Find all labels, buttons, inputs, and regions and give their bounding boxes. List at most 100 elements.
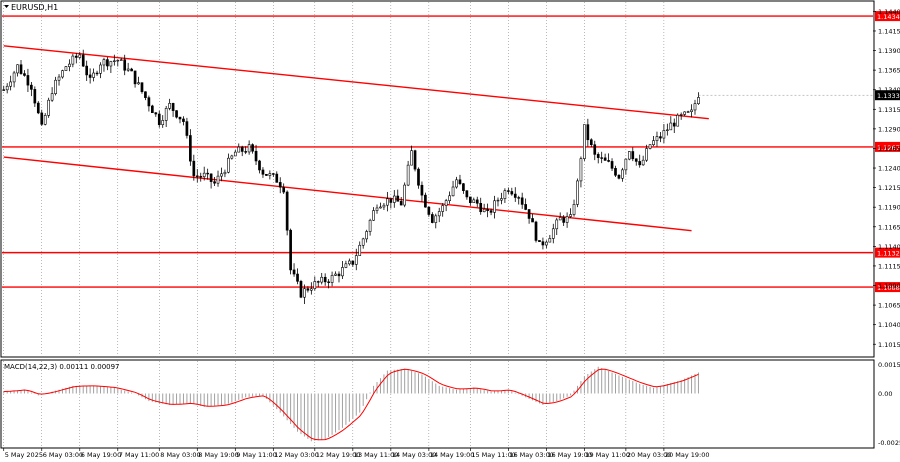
candle-body bbox=[358, 244, 362, 256]
candle-body bbox=[455, 179, 458, 188]
time-tick-label: 20 May 03:00 bbox=[627, 451, 672, 459]
candle bbox=[50, 87, 54, 102]
horizontal-levels[interactable]: 1.1434 1.1267 1.1132 1.1088 bbox=[2, 11, 900, 293]
candle bbox=[230, 154, 234, 160]
candle-body bbox=[579, 158, 583, 182]
candle-body bbox=[424, 194, 427, 208]
candle-body bbox=[213, 181, 216, 184]
candle bbox=[424, 192, 427, 208]
candle bbox=[78, 51, 82, 60]
candle-body bbox=[144, 91, 147, 98]
candle bbox=[545, 240, 548, 249]
candle-body bbox=[261, 169, 265, 175]
candle bbox=[285, 190, 289, 236]
candle-body bbox=[569, 214, 572, 217]
candle bbox=[372, 207, 375, 221]
candle-body bbox=[683, 111, 686, 115]
level-price-tag bbox=[875, 247, 900, 258]
candle bbox=[74, 52, 78, 64]
trend-channel[interactable] bbox=[3, 45, 709, 232]
candle-body bbox=[299, 281, 303, 298]
candle-body bbox=[538, 240, 541, 242]
candle-body bbox=[130, 68, 133, 72]
candle-body bbox=[61, 70, 64, 78]
candle bbox=[261, 167, 265, 178]
candle bbox=[323, 273, 327, 286]
candle-body bbox=[659, 136, 662, 139]
candle-body bbox=[265, 173, 268, 176]
macd-indicator bbox=[3, 366, 699, 442]
candle bbox=[189, 129, 192, 166]
candle bbox=[686, 110, 690, 113]
candle bbox=[496, 197, 500, 207]
dropdown-triangle-icon[interactable] bbox=[4, 5, 9, 8]
candle bbox=[133, 70, 137, 88]
channel-trendline[interactable] bbox=[3, 156, 692, 232]
time-tick-label: 7 May 11:00 bbox=[119, 451, 159, 459]
time-tick-label: 13 May 11:00 bbox=[354, 451, 399, 459]
price-tick-label: 1.1290 bbox=[878, 125, 900, 133]
candle bbox=[310, 282, 313, 295]
candle bbox=[679, 112, 683, 120]
candle-body bbox=[227, 157, 230, 173]
candle bbox=[486, 203, 489, 218]
candle bbox=[666, 123, 669, 136]
candle bbox=[621, 167, 624, 182]
candle-body bbox=[19, 64, 23, 74]
candle bbox=[102, 57, 106, 72]
symbol-header[interactable]: EURUSD,H1 bbox=[4, 3, 58, 12]
candle bbox=[551, 223, 555, 244]
candle-body bbox=[410, 150, 413, 166]
candle-body bbox=[500, 198, 503, 201]
time-tick-label: 20 May 19:00 bbox=[665, 451, 710, 459]
candle bbox=[289, 228, 292, 275]
candle bbox=[209, 173, 213, 189]
candle-body bbox=[23, 73, 26, 76]
candle-body bbox=[43, 115, 47, 125]
candle-body bbox=[652, 140, 655, 146]
candle bbox=[507, 187, 510, 195]
candle-body bbox=[413, 150, 417, 170]
candle-body bbox=[47, 99, 50, 116]
candle bbox=[240, 145, 244, 157]
candle-body bbox=[74, 55, 78, 58]
candle-body bbox=[493, 200, 496, 213]
candle-body bbox=[175, 110, 178, 118]
candle-body bbox=[679, 114, 683, 116]
candle bbox=[12, 70, 16, 88]
candle-body bbox=[583, 124, 586, 159]
candle-body bbox=[468, 196, 472, 203]
channel-trendline[interactable] bbox=[3, 45, 709, 120]
current-price-tag bbox=[875, 90, 900, 101]
candle bbox=[458, 174, 462, 186]
candle bbox=[54, 76, 57, 96]
candle-body bbox=[351, 260, 355, 265]
candle-body bbox=[16, 64, 19, 74]
price-tick-label: 1.1115 bbox=[878, 262, 900, 270]
candle-body bbox=[137, 82, 140, 85]
candle bbox=[254, 144, 258, 165]
level-price-label: 1.1132 bbox=[877, 250, 900, 258]
candle bbox=[527, 209, 531, 224]
candle bbox=[645, 144, 648, 162]
candle-body bbox=[310, 288, 313, 291]
candle bbox=[631, 147, 635, 162]
candle-body bbox=[686, 111, 690, 113]
candle-body bbox=[344, 263, 348, 268]
time-tick-label: 9 May 11:00 bbox=[236, 451, 276, 459]
candle-body bbox=[641, 159, 645, 166]
time-tick-label: 5 May 2025 bbox=[5, 451, 43, 459]
level-price-label: 1.1267 bbox=[877, 144, 900, 152]
candle bbox=[9, 75, 12, 91]
candle-body bbox=[313, 281, 317, 290]
candle-body bbox=[666, 129, 669, 131]
price-tick-label: 1.1190 bbox=[878, 204, 900, 212]
candle-body bbox=[531, 218, 534, 223]
candle-body bbox=[33, 89, 37, 104]
candle bbox=[503, 188, 507, 203]
candle-body bbox=[119, 59, 123, 61]
candle bbox=[510, 187, 514, 196]
candle-body bbox=[85, 65, 89, 76]
